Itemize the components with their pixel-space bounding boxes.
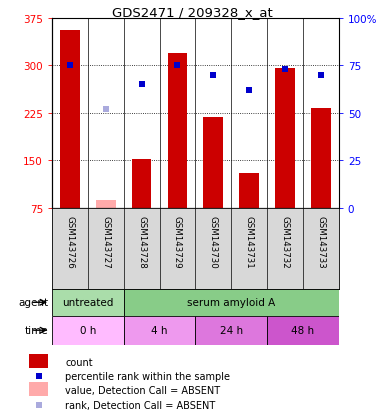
- Point: [35, 373, 42, 379]
- Point: [67, 63, 73, 69]
- Bar: [167, 53, 187, 209]
- Point: [139, 82, 145, 88]
- Bar: [239, 174, 259, 209]
- Point: [282, 66, 288, 73]
- Bar: [132, 160, 151, 209]
- Text: GSM143729: GSM143729: [173, 215, 182, 268]
- Text: agent: agent: [18, 297, 48, 308]
- Text: 0 h: 0 h: [80, 325, 96, 335]
- Bar: [52, 316, 124, 345]
- Bar: [124, 289, 339, 316]
- Text: 4 h: 4 h: [151, 325, 168, 335]
- Bar: [96, 200, 115, 209]
- Text: GSM143732: GSM143732: [281, 215, 290, 268]
- Bar: [195, 316, 267, 345]
- Bar: [29, 382, 48, 396]
- Bar: [267, 316, 339, 345]
- Text: GDS2471 / 209328_x_at: GDS2471 / 209328_x_at: [112, 6, 273, 19]
- Bar: [60, 31, 80, 209]
- Text: GSM143733: GSM143733: [316, 215, 325, 268]
- Text: percentile rank within the sample: percentile rank within the sample: [65, 371, 231, 381]
- Text: count: count: [65, 357, 93, 367]
- Point: [318, 72, 324, 79]
- Bar: [52, 289, 124, 316]
- Text: GSM143731: GSM143731: [244, 215, 254, 268]
- Bar: [124, 316, 195, 345]
- Text: 48 h: 48 h: [291, 325, 315, 335]
- Text: time: time: [25, 325, 48, 335]
- Text: GSM143726: GSM143726: [65, 215, 74, 268]
- Bar: [29, 354, 48, 368]
- Bar: [203, 118, 223, 209]
- Point: [174, 63, 181, 69]
- Text: 24 h: 24 h: [220, 325, 243, 335]
- Bar: [311, 109, 331, 209]
- Point: [35, 402, 42, 408]
- Text: GSM143730: GSM143730: [209, 215, 218, 268]
- Text: serum amyloid A: serum amyloid A: [187, 297, 275, 308]
- Point: [210, 72, 216, 79]
- Text: rank, Detection Call = ABSENT: rank, Detection Call = ABSENT: [65, 400, 216, 410]
- Point: [103, 107, 109, 113]
- Text: GSM143728: GSM143728: [137, 215, 146, 268]
- Bar: [275, 69, 295, 209]
- Text: value, Detection Call = ABSENT: value, Detection Call = ABSENT: [65, 385, 221, 395]
- Text: untreated: untreated: [62, 297, 114, 308]
- Point: [246, 88, 252, 94]
- Text: GSM143727: GSM143727: [101, 215, 110, 268]
